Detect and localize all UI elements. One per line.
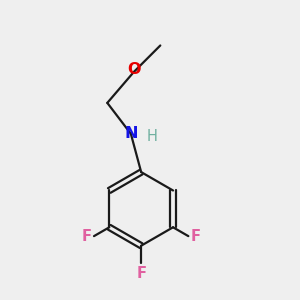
Text: F: F (82, 229, 92, 244)
Text: F: F (191, 229, 201, 244)
Text: H: H (146, 129, 157, 144)
Text: O: O (127, 62, 141, 77)
Text: N: N (124, 126, 138, 141)
Text: F: F (136, 266, 146, 281)
